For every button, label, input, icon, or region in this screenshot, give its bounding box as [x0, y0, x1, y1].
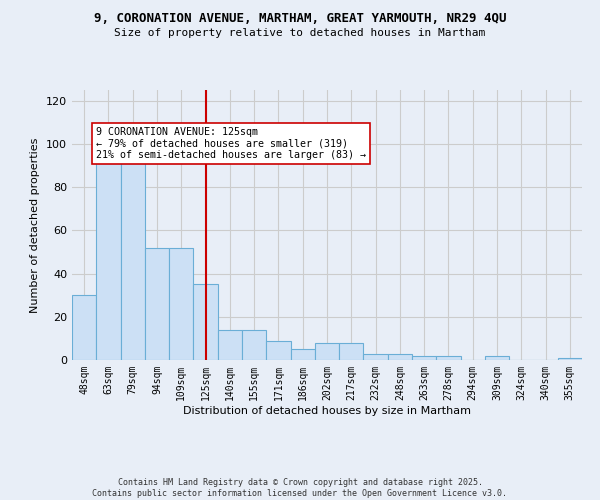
Text: 9 CORONATION AVENUE: 125sqm
← 79% of detached houses are smaller (319)
21% of se: 9 CORONATION AVENUE: 125sqm ← 79% of det…: [96, 126, 366, 160]
Bar: [242, 330, 266, 360]
Y-axis label: Number of detached properties: Number of detached properties: [31, 138, 40, 312]
Bar: [339, 342, 364, 360]
X-axis label: Distribution of detached houses by size in Martham: Distribution of detached houses by size …: [183, 406, 471, 415]
Bar: [485, 356, 509, 360]
Bar: [558, 358, 582, 360]
Bar: [121, 159, 145, 360]
Text: Contains HM Land Registry data © Crown copyright and database right 2025.
Contai: Contains HM Land Registry data © Crown c…: [92, 478, 508, 498]
Bar: [266, 340, 290, 360]
Text: 9, CORONATION AVENUE, MARTHAM, GREAT YARMOUTH, NR29 4QU: 9, CORONATION AVENUE, MARTHAM, GREAT YAR…: [94, 12, 506, 26]
Text: Size of property relative to detached houses in Martham: Size of property relative to detached ho…: [115, 28, 485, 38]
Bar: [315, 342, 339, 360]
Bar: [169, 248, 193, 360]
Bar: [290, 349, 315, 360]
Bar: [96, 159, 121, 360]
Bar: [145, 248, 169, 360]
Bar: [193, 284, 218, 360]
Bar: [436, 356, 461, 360]
Bar: [72, 295, 96, 360]
Bar: [412, 356, 436, 360]
Bar: [218, 330, 242, 360]
Bar: [388, 354, 412, 360]
Bar: [364, 354, 388, 360]
